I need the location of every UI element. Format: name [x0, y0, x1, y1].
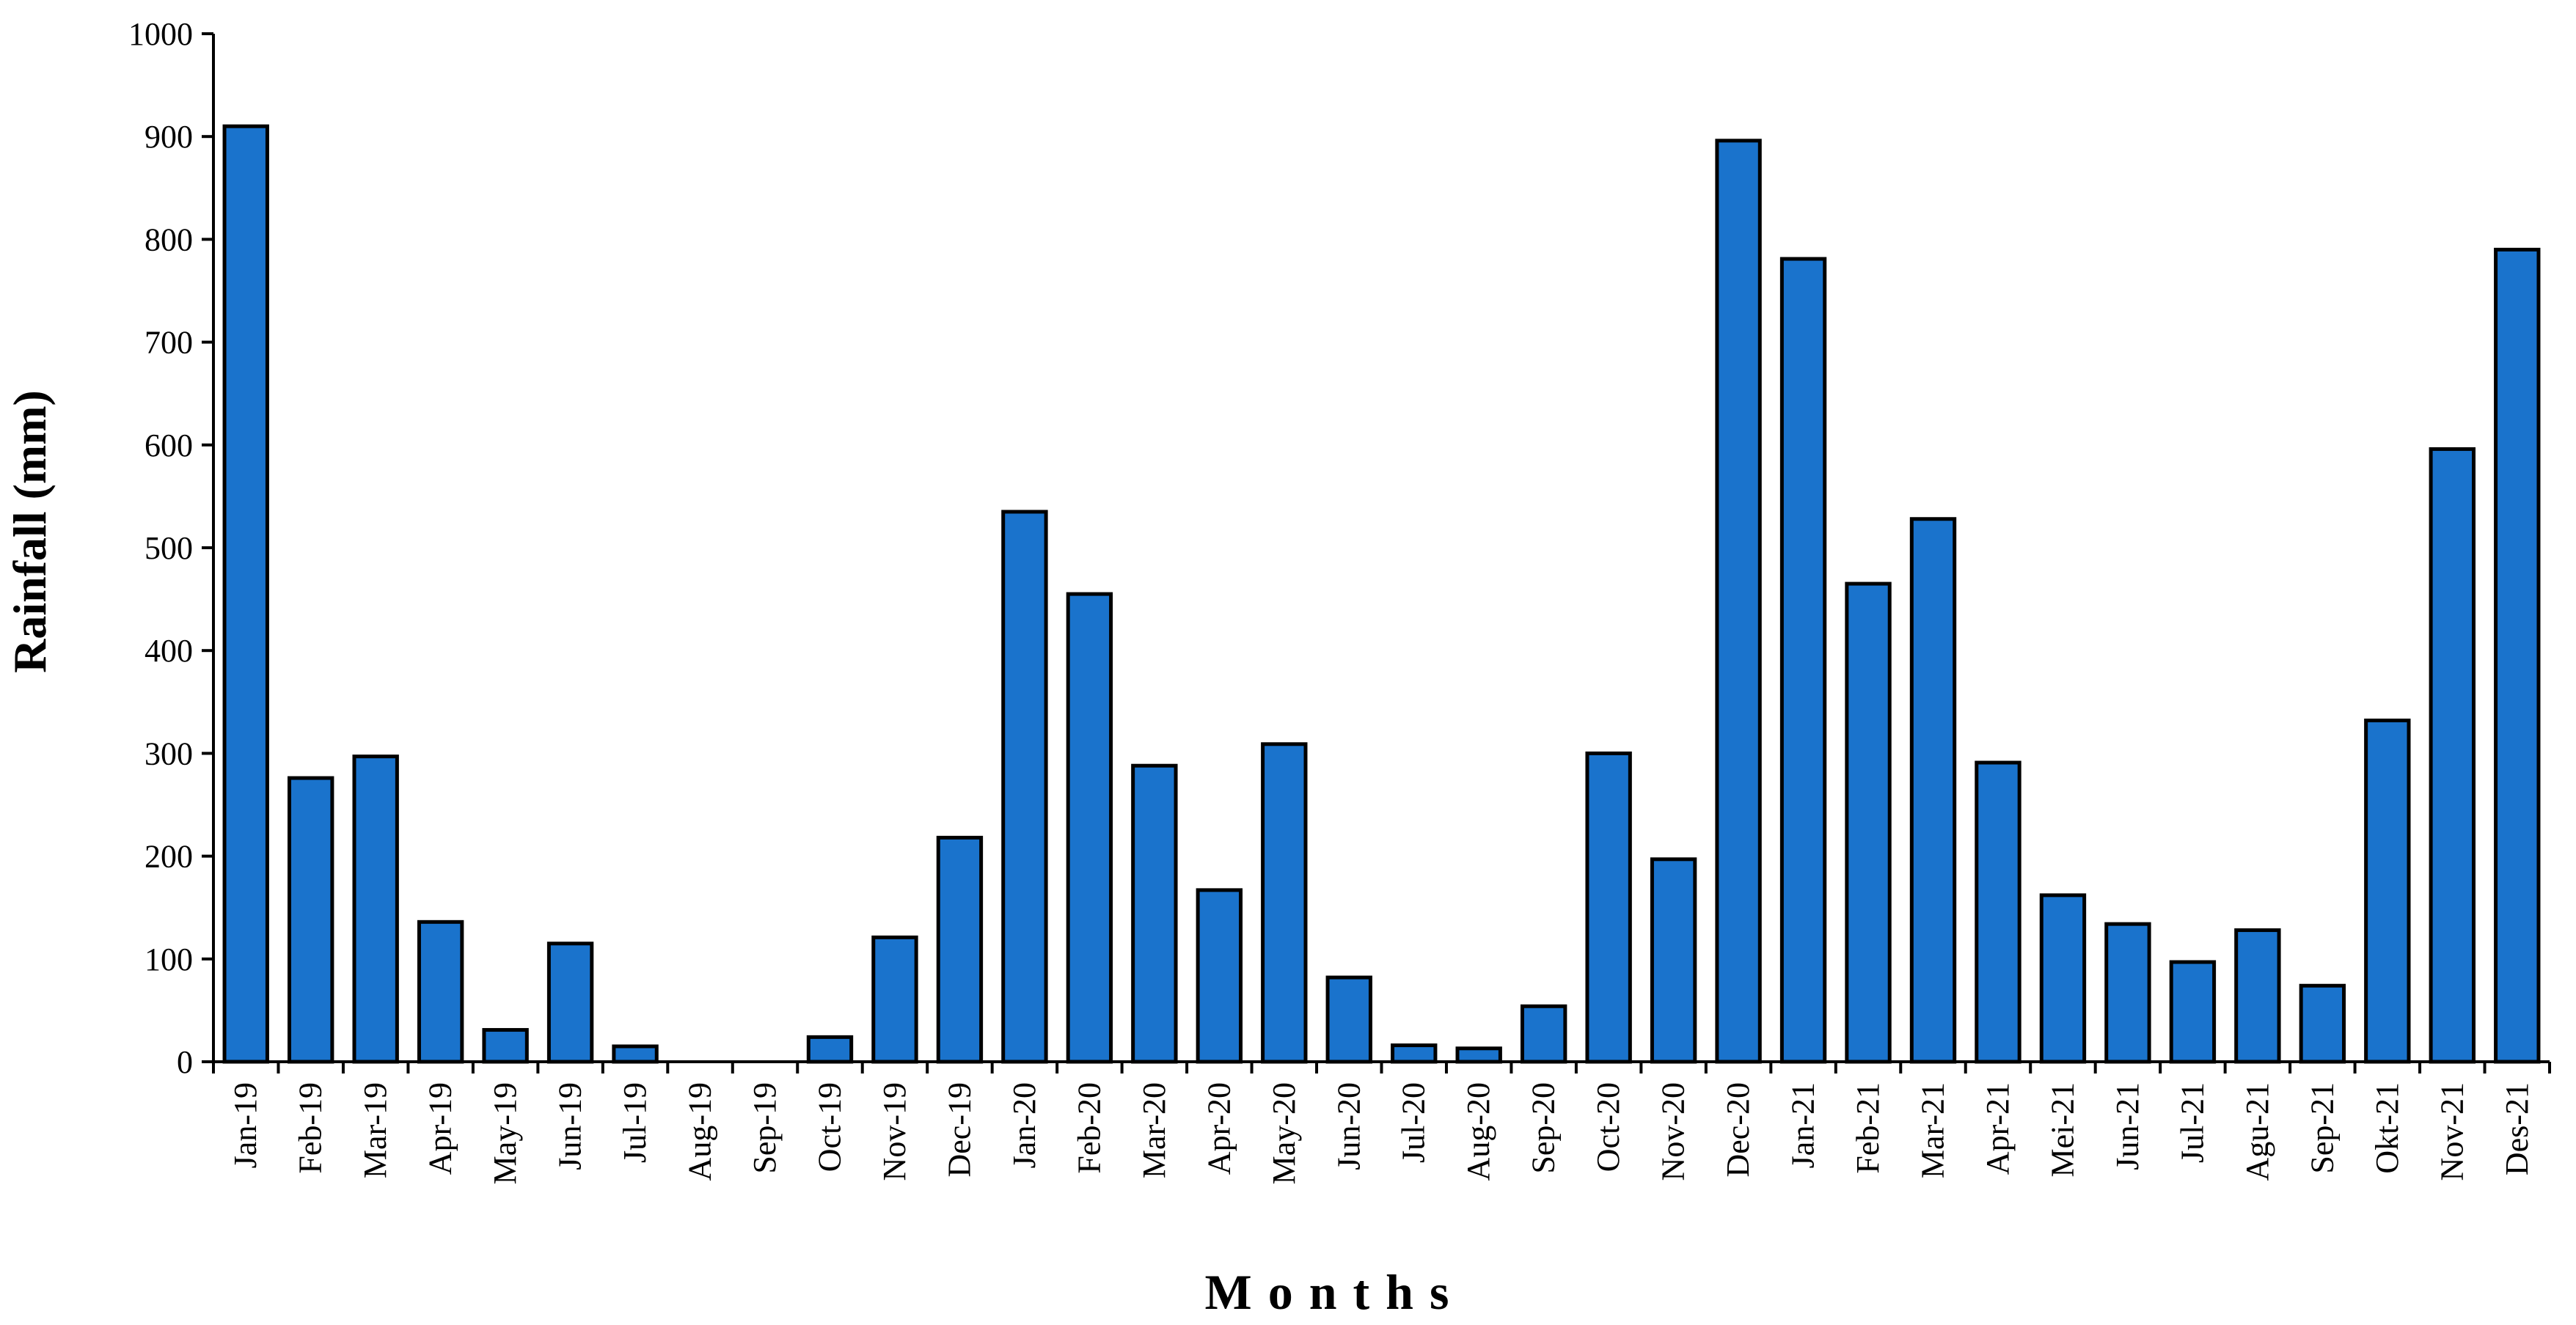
- x-tick-label: Des-21: [2499, 1082, 2535, 1175]
- y-tick-label: 0: [177, 1044, 193, 1080]
- x-tick-label: Sep-20: [1526, 1082, 1562, 1174]
- y-tick-label: 100: [144, 942, 193, 977]
- x-tick-label: Jan-21: [1785, 1082, 1821, 1168]
- bar-mar-20: [1131, 763, 1178, 1064]
- x-tick-label: Mar-19: [357, 1082, 393, 1178]
- bar-jul-19: [612, 1044, 659, 1064]
- x-tick-label: Nov-21: [2434, 1082, 2470, 1181]
- bar-mar-21: [1909, 517, 1957, 1064]
- y-tick-label: 200: [144, 839, 193, 875]
- bar-feb-19: [288, 776, 334, 1064]
- x-tick-label: Jun-19: [552, 1082, 588, 1170]
- x-tick-label: Dec-19: [941, 1082, 977, 1178]
- bar-mar-19: [352, 755, 399, 1064]
- axes: [212, 34, 2551, 1073]
- bar-agu-21: [2234, 928, 2281, 1064]
- y-tick-label: 800: [144, 221, 193, 257]
- bar-sep-21: [2299, 983, 2346, 1064]
- x-tick-label: May-19: [487, 1082, 523, 1184]
- x-tick-labels: Jan-19 Feb-19 Mar-19 Apr-19 May-19 Jun-19 Jul-…: [227, 1082, 2535, 1184]
- x-tick-label: Jul-19: [617, 1082, 653, 1163]
- bar-may-19: [482, 1028, 529, 1064]
- x-tick-label: Mei-21: [2044, 1082, 2080, 1178]
- x-tick-label: Mar-20: [1136, 1082, 1172, 1178]
- x-tick-label: Agu-21: [2239, 1082, 2275, 1181]
- x-tick-label: Sep-21: [2304, 1082, 2340, 1174]
- bar-aug-20: [1455, 1046, 1502, 1064]
- bar-jun-20: [1325, 975, 1372, 1064]
- bar-mei-21: [2039, 893, 2087, 1064]
- bar-jun-19: [546, 942, 594, 1064]
- x-tick-label: Feb-21: [1850, 1082, 1886, 1174]
- x-tick-label: Sep-19: [747, 1082, 783, 1174]
- x-tick-label: Feb-19: [293, 1082, 329, 1174]
- y-tick-label: 600: [144, 427, 193, 463]
- y-tick-label: 900: [144, 119, 193, 155]
- x-tick-label: Oct-20: [1590, 1082, 1626, 1172]
- x-tick-label: Okt-21: [2369, 1082, 2405, 1174]
- bar-okt-21: [2364, 719, 2411, 1064]
- bar-apr-21: [1975, 760, 2021, 1064]
- bar-sep-20: [1520, 1004, 1567, 1064]
- x-axis-title: Months: [1205, 1264, 1466, 1320]
- x-tick-label: Feb-20: [1071, 1082, 1107, 1174]
- x-tick-label: Jun-20: [1331, 1082, 1366, 1170]
- bar-dec-19: [936, 835, 984, 1064]
- x-tick-label: Apr-20: [1201, 1082, 1237, 1175]
- bar-apr-20: [1196, 888, 1243, 1064]
- bar-jan-21: [1779, 257, 1827, 1064]
- bar-nov-19: [871, 935, 918, 1064]
- y-tick-label: 300: [144, 735, 193, 771]
- bar-jan-20: [1001, 510, 1048, 1064]
- bar-dec-20: [1715, 139, 1762, 1064]
- x-tick-label: Jul-20: [1396, 1082, 1432, 1163]
- bar-oct-19: [806, 1035, 854, 1064]
- bar-jan-19: [222, 124, 269, 1064]
- bar-may-20: [1261, 742, 1308, 1064]
- bar-jul-21: [2169, 960, 2217, 1064]
- x-tick-label: Jul-21: [2174, 1082, 2210, 1163]
- bar-jun-21: [2104, 922, 2151, 1064]
- x-tick-label: Jan-20: [1006, 1082, 1042, 1168]
- bar-oct-20: [1585, 751, 1632, 1064]
- y-tick-label: 1000: [128, 16, 193, 52]
- x-tick-label: Nov-19: [877, 1082, 912, 1181]
- y-axis-title: Rainfall (mm): [4, 390, 56, 673]
- x-tick-label: Dec-20: [1720, 1082, 1756, 1178]
- x-tick-label: Aug-20: [1460, 1082, 1496, 1181]
- bar-feb-20: [1066, 592, 1113, 1064]
- x-tick-label: May-20: [1266, 1082, 1302, 1184]
- bar-apr-19: [417, 920, 464, 1064]
- bar-des-21: [2494, 247, 2541, 1064]
- bars: [222, 124, 2541, 1064]
- x-tick-label: Nov-20: [1655, 1082, 1691, 1181]
- bar-feb-21: [1845, 581, 1892, 1064]
- x-tick-label: Jan-19: [227, 1082, 263, 1168]
- x-tick-label: Aug-19: [682, 1082, 718, 1181]
- y-axis-ticks: 0 100 200 300 400 500 600 700 800 900 1000: [128, 16, 213, 1080]
- x-tick-label: Mar-21: [1915, 1082, 1951, 1178]
- x-tick-label: Apr-19: [422, 1082, 458, 1175]
- bar-nov-20: [1650, 857, 1697, 1064]
- x-tick-label: Jun-21: [2110, 1082, 2145, 1170]
- x-tick-label: Oct-19: [811, 1082, 847, 1172]
- y-tick-label: 500: [144, 530, 193, 566]
- y-tick-label: 700: [144, 325, 193, 361]
- y-tick-label: 400: [144, 633, 193, 669]
- bar-nov-21: [2429, 447, 2476, 1064]
- x-tick-label: Apr-21: [1980, 1082, 2016, 1175]
- bar-jul-20: [1391, 1043, 1438, 1064]
